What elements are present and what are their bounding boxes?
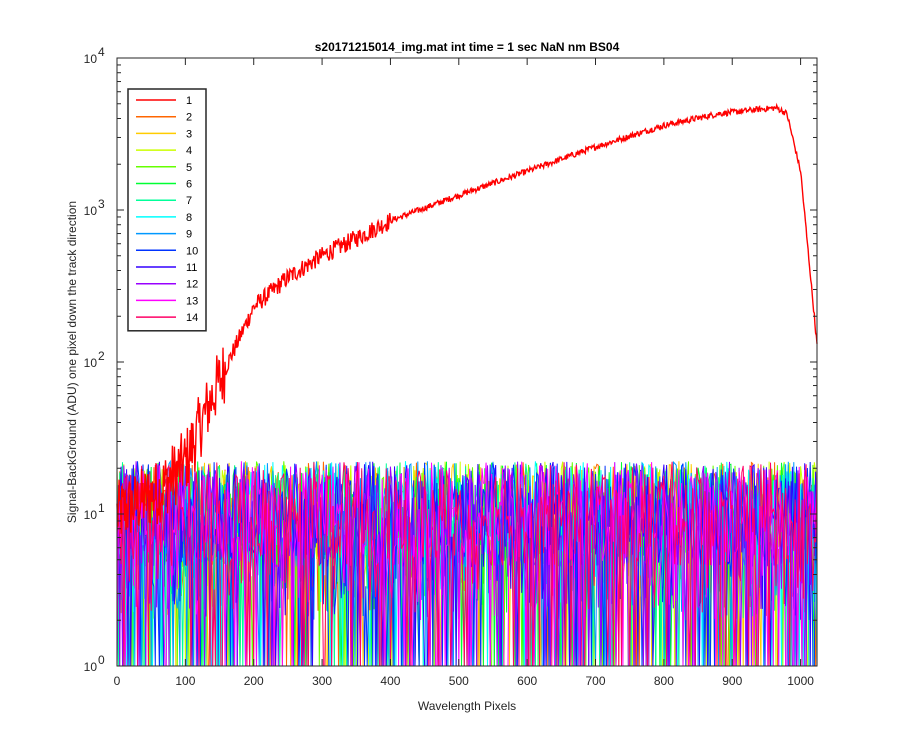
y-tick-label: 10: [84, 660, 98, 674]
x-tick-label: 0: [114, 674, 121, 688]
series-line-1: [116, 102, 818, 534]
x-tick-label: 1000: [787, 674, 814, 688]
y-tick-exponent: 4: [98, 45, 105, 59]
legend-label-12: 12: [186, 279, 198, 291]
legend-label-7: 7: [186, 195, 192, 207]
y-tick-exponent: 3: [98, 197, 105, 211]
y-axis-label: Signal-BackGround (ADU) one pixel down t…: [65, 201, 79, 523]
legend-label-9: 9: [186, 229, 192, 241]
legend-label-13: 13: [186, 295, 198, 307]
legend-label-1: 1: [186, 95, 192, 107]
y-tick-label: 10: [84, 508, 98, 522]
x-tick-label: 800: [654, 674, 674, 688]
legend-box: [127, 88, 207, 332]
main-series-layer: [116, 102, 818, 534]
legend-label-6: 6: [186, 179, 192, 191]
x-tick-label: 100: [175, 674, 195, 688]
y-tick-label: 10: [84, 52, 98, 66]
x-axis: 0 100 200 300 400 500 600 700 800 900 1000: [114, 58, 814, 688]
x-tick-label: 600: [517, 674, 537, 688]
y-tick-exponent: 2: [98, 349, 105, 363]
legend-label-10: 10: [186, 245, 198, 257]
legend-label-8: 8: [186, 212, 192, 224]
x-tick-label: 400: [380, 674, 400, 688]
x-tick-label: 900: [722, 674, 742, 688]
y-tick-label: 10: [84, 204, 98, 218]
legend-label-14: 14: [186, 312, 198, 324]
x-tick-label: 300: [312, 674, 332, 688]
x-axis-label: Wavelength Pixels: [418, 699, 516, 713]
legend-label-5: 5: [186, 162, 192, 174]
legend-label-4: 4: [186, 145, 192, 157]
y-tick-exponent: 0: [98, 653, 105, 667]
legend-label-2: 2: [186, 112, 192, 124]
chart-title: s20171215014_img.mat int time = 1 sec Na…: [315, 40, 620, 54]
x-tick-label: 200: [244, 674, 264, 688]
series-line-11: [116, 461, 818, 667]
y-tick-exponent: 1: [98, 501, 105, 515]
legend-label-11: 11: [186, 262, 197, 274]
x-tick-label: 700: [586, 674, 606, 688]
y-tick-label: 10: [84, 356, 98, 370]
x-tick-label: 500: [449, 674, 469, 688]
legend-label-3: 3: [186, 128, 192, 140]
